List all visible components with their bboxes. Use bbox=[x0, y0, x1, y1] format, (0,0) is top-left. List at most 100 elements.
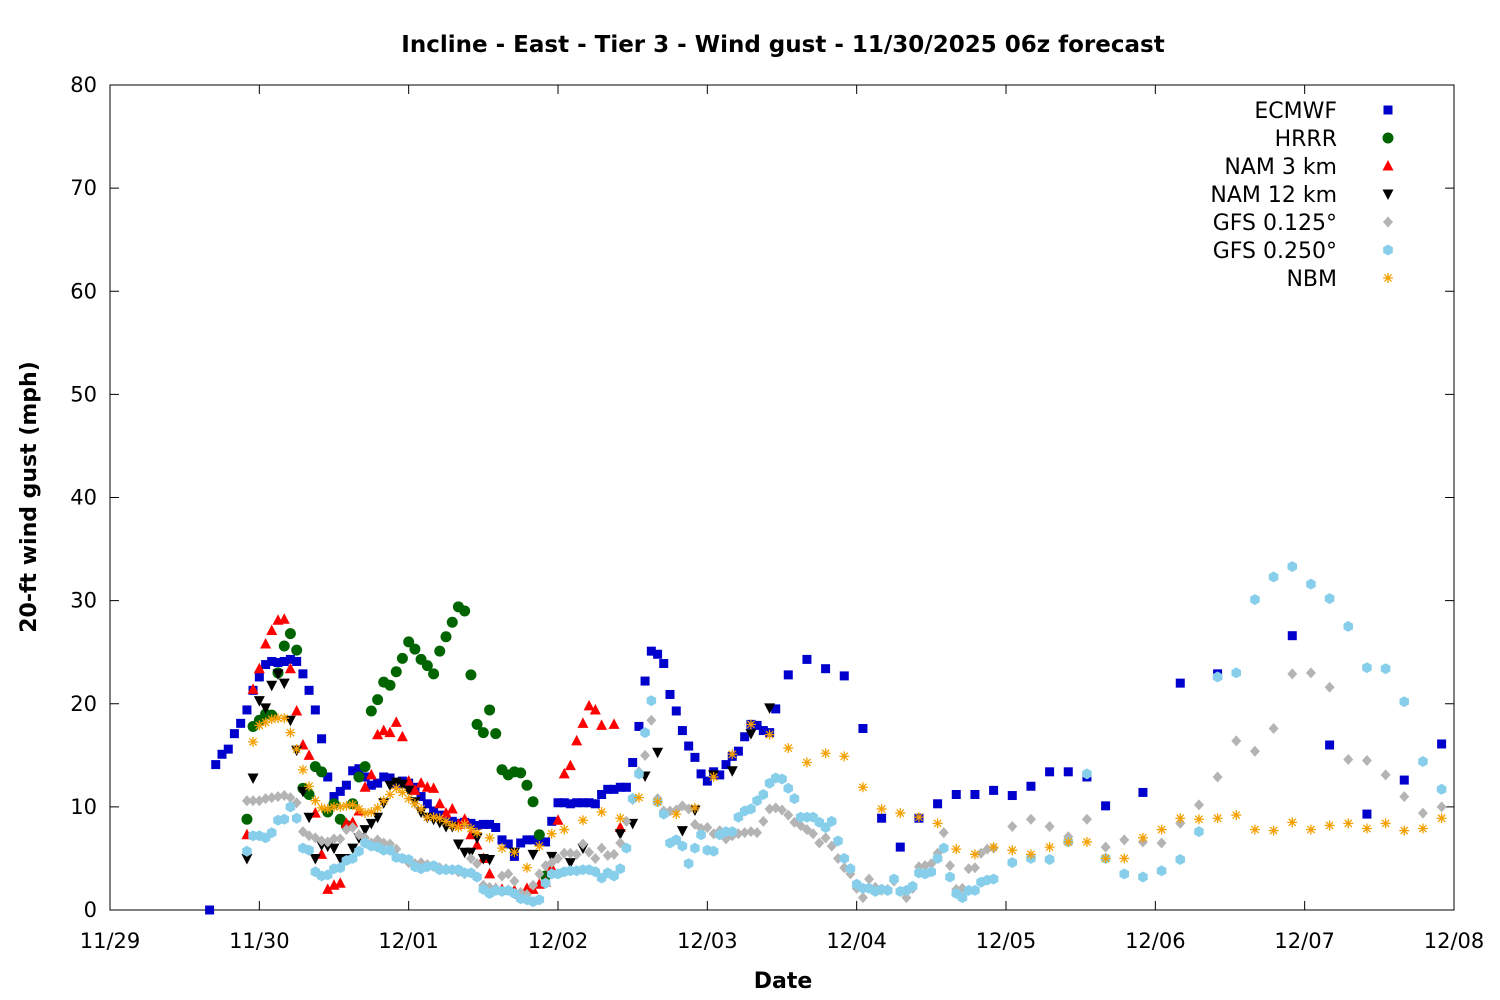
point-gfs-0-250 bbox=[683, 858, 694, 870]
point-ecmwf bbox=[385, 773, 395, 783]
point-gfs-0-250 bbox=[907, 880, 918, 892]
point-nam-3-km bbox=[278, 613, 290, 624]
point-ecmwf bbox=[379, 772, 389, 782]
point-nam-12-km bbox=[241, 853, 253, 865]
point-hrrr bbox=[359, 761, 371, 773]
y-tick-label: 30 bbox=[70, 589, 97, 613]
point-hrrr bbox=[396, 652, 408, 664]
y-tick-label: 70 bbox=[70, 176, 97, 200]
point-gfs-0-250 bbox=[677, 840, 688, 852]
x-tick-label: 11/30 bbox=[229, 929, 290, 953]
point-ecmwf bbox=[366, 780, 376, 790]
point-ecmwf bbox=[951, 790, 961, 799]
point-nbm bbox=[857, 782, 868, 793]
point-nam-3-km bbox=[608, 718, 620, 729]
point-nam-3-km bbox=[284, 662, 296, 674]
point-hrrr bbox=[440, 631, 452, 643]
point-nbm bbox=[260, 717, 271, 728]
legend-marker-gfs-0-250 bbox=[1383, 244, 1393, 256]
point-ecmwf bbox=[989, 785, 999, 795]
point-nbm bbox=[969, 849, 980, 860]
point-gfs-0-250 bbox=[291, 812, 302, 824]
point-ecmwf bbox=[752, 720, 762, 730]
point-ecmwf bbox=[621, 782, 631, 792]
point-ecmwf bbox=[684, 741, 694, 751]
x-tick-label: 12/03 bbox=[677, 929, 738, 953]
point-ecmwf bbox=[970, 790, 980, 799]
point-gfs-0-250 bbox=[926, 866, 937, 878]
point-gfs-0-250 bbox=[1324, 593, 1335, 605]
point-ecmwf bbox=[273, 658, 283, 667]
point-ecmwf bbox=[665, 689, 675, 699]
point-gfs-0-125 bbox=[864, 873, 875, 885]
legend-label-nbm: NBM bbox=[1286, 267, 1337, 292]
point-nam-3-km bbox=[322, 883, 334, 894]
x-axis-label: Date bbox=[754, 969, 813, 994]
point-gfs-0-125 bbox=[976, 847, 987, 859]
point-nbm bbox=[304, 781, 315, 792]
point-ecmwf bbox=[895, 842, 905, 852]
point-nam-12-km bbox=[278, 678, 290, 690]
point-gfs-0-250 bbox=[335, 862, 345, 874]
point-nbm bbox=[521, 862, 532, 873]
series-gfs-0-250 bbox=[242, 561, 1447, 908]
point-gfs-0-125 bbox=[1081, 813, 1092, 825]
point-nbm bbox=[820, 748, 831, 759]
point-gfs-0-250 bbox=[671, 834, 681, 846]
point-gfs-0-125 bbox=[702, 822, 713, 833]
y-tick-label: 50 bbox=[70, 382, 97, 406]
point-nam-3-km bbox=[415, 777, 427, 788]
point-gfs-0-125 bbox=[1044, 820, 1055, 832]
point-ecmwf bbox=[597, 790, 607, 799]
point-nbm bbox=[335, 801, 346, 812]
point-nbm bbox=[341, 800, 352, 811]
point-nbm bbox=[453, 822, 464, 833]
point-ecmwf bbox=[261, 660, 271, 670]
point-nam-3-km bbox=[484, 867, 496, 879]
point-ecmwf bbox=[267, 656, 277, 666]
point-gfs-0-250 bbox=[534, 894, 545, 906]
point-nbm bbox=[988, 842, 999, 853]
point-hrrr bbox=[241, 813, 253, 825]
point-nam-12-km bbox=[272, 669, 284, 680]
point-nbm bbox=[801, 757, 812, 768]
point-gfs-0-125 bbox=[273, 791, 283, 803]
point-gfs-0-250 bbox=[646, 695, 657, 707]
point-ecmwf bbox=[478, 819, 488, 829]
legend-label-nam-3-km: NAM 3 km bbox=[1224, 155, 1337, 180]
point-ecmwf bbox=[877, 813, 887, 823]
point-ecmwf bbox=[217, 749, 227, 759]
point-ecmwf bbox=[254, 672, 264, 682]
point-gfs-0-125 bbox=[1249, 745, 1260, 757]
point-gfs-0-125 bbox=[1268, 723, 1279, 734]
point-nbm bbox=[422, 812, 433, 823]
point-nbm bbox=[1231, 810, 1242, 821]
point-nbm bbox=[378, 795, 389, 806]
point-gfs-0-125 bbox=[1343, 753, 1354, 765]
point-nbm bbox=[416, 803, 427, 814]
point-nbm bbox=[951, 844, 962, 855]
point-hrrr bbox=[434, 645, 446, 657]
point-nbm bbox=[1380, 818, 1391, 829]
point-ecmwf bbox=[646, 646, 656, 656]
point-ecmwf bbox=[690, 752, 700, 762]
point-gfs-0-125 bbox=[528, 879, 539, 891]
point-ecmwf bbox=[491, 823, 501, 832]
point-nbm bbox=[671, 809, 682, 820]
point-gfs-0-250 bbox=[690, 842, 700, 854]
point-gfs-0-125 bbox=[963, 863, 974, 875]
point-ecmwf bbox=[733, 746, 743, 756]
point-nbm bbox=[615, 813, 626, 824]
point-nbm bbox=[310, 795, 321, 806]
point-gfs-0-250 bbox=[1231, 667, 1241, 679]
point-gfs-0-250 bbox=[758, 789, 769, 800]
point-gfs-0-250 bbox=[939, 842, 949, 854]
point-nam-3-km bbox=[558, 767, 570, 779]
point-ecmwf bbox=[1362, 809, 1372, 819]
point-ecmwf bbox=[497, 835, 507, 845]
point-hrrr bbox=[521, 779, 533, 791]
point-gfs-0-125 bbox=[1399, 791, 1410, 803]
point-ecmwf bbox=[298, 669, 308, 679]
point-nam-12-km bbox=[396, 779, 408, 791]
point-nam-3-km bbox=[428, 782, 440, 793]
